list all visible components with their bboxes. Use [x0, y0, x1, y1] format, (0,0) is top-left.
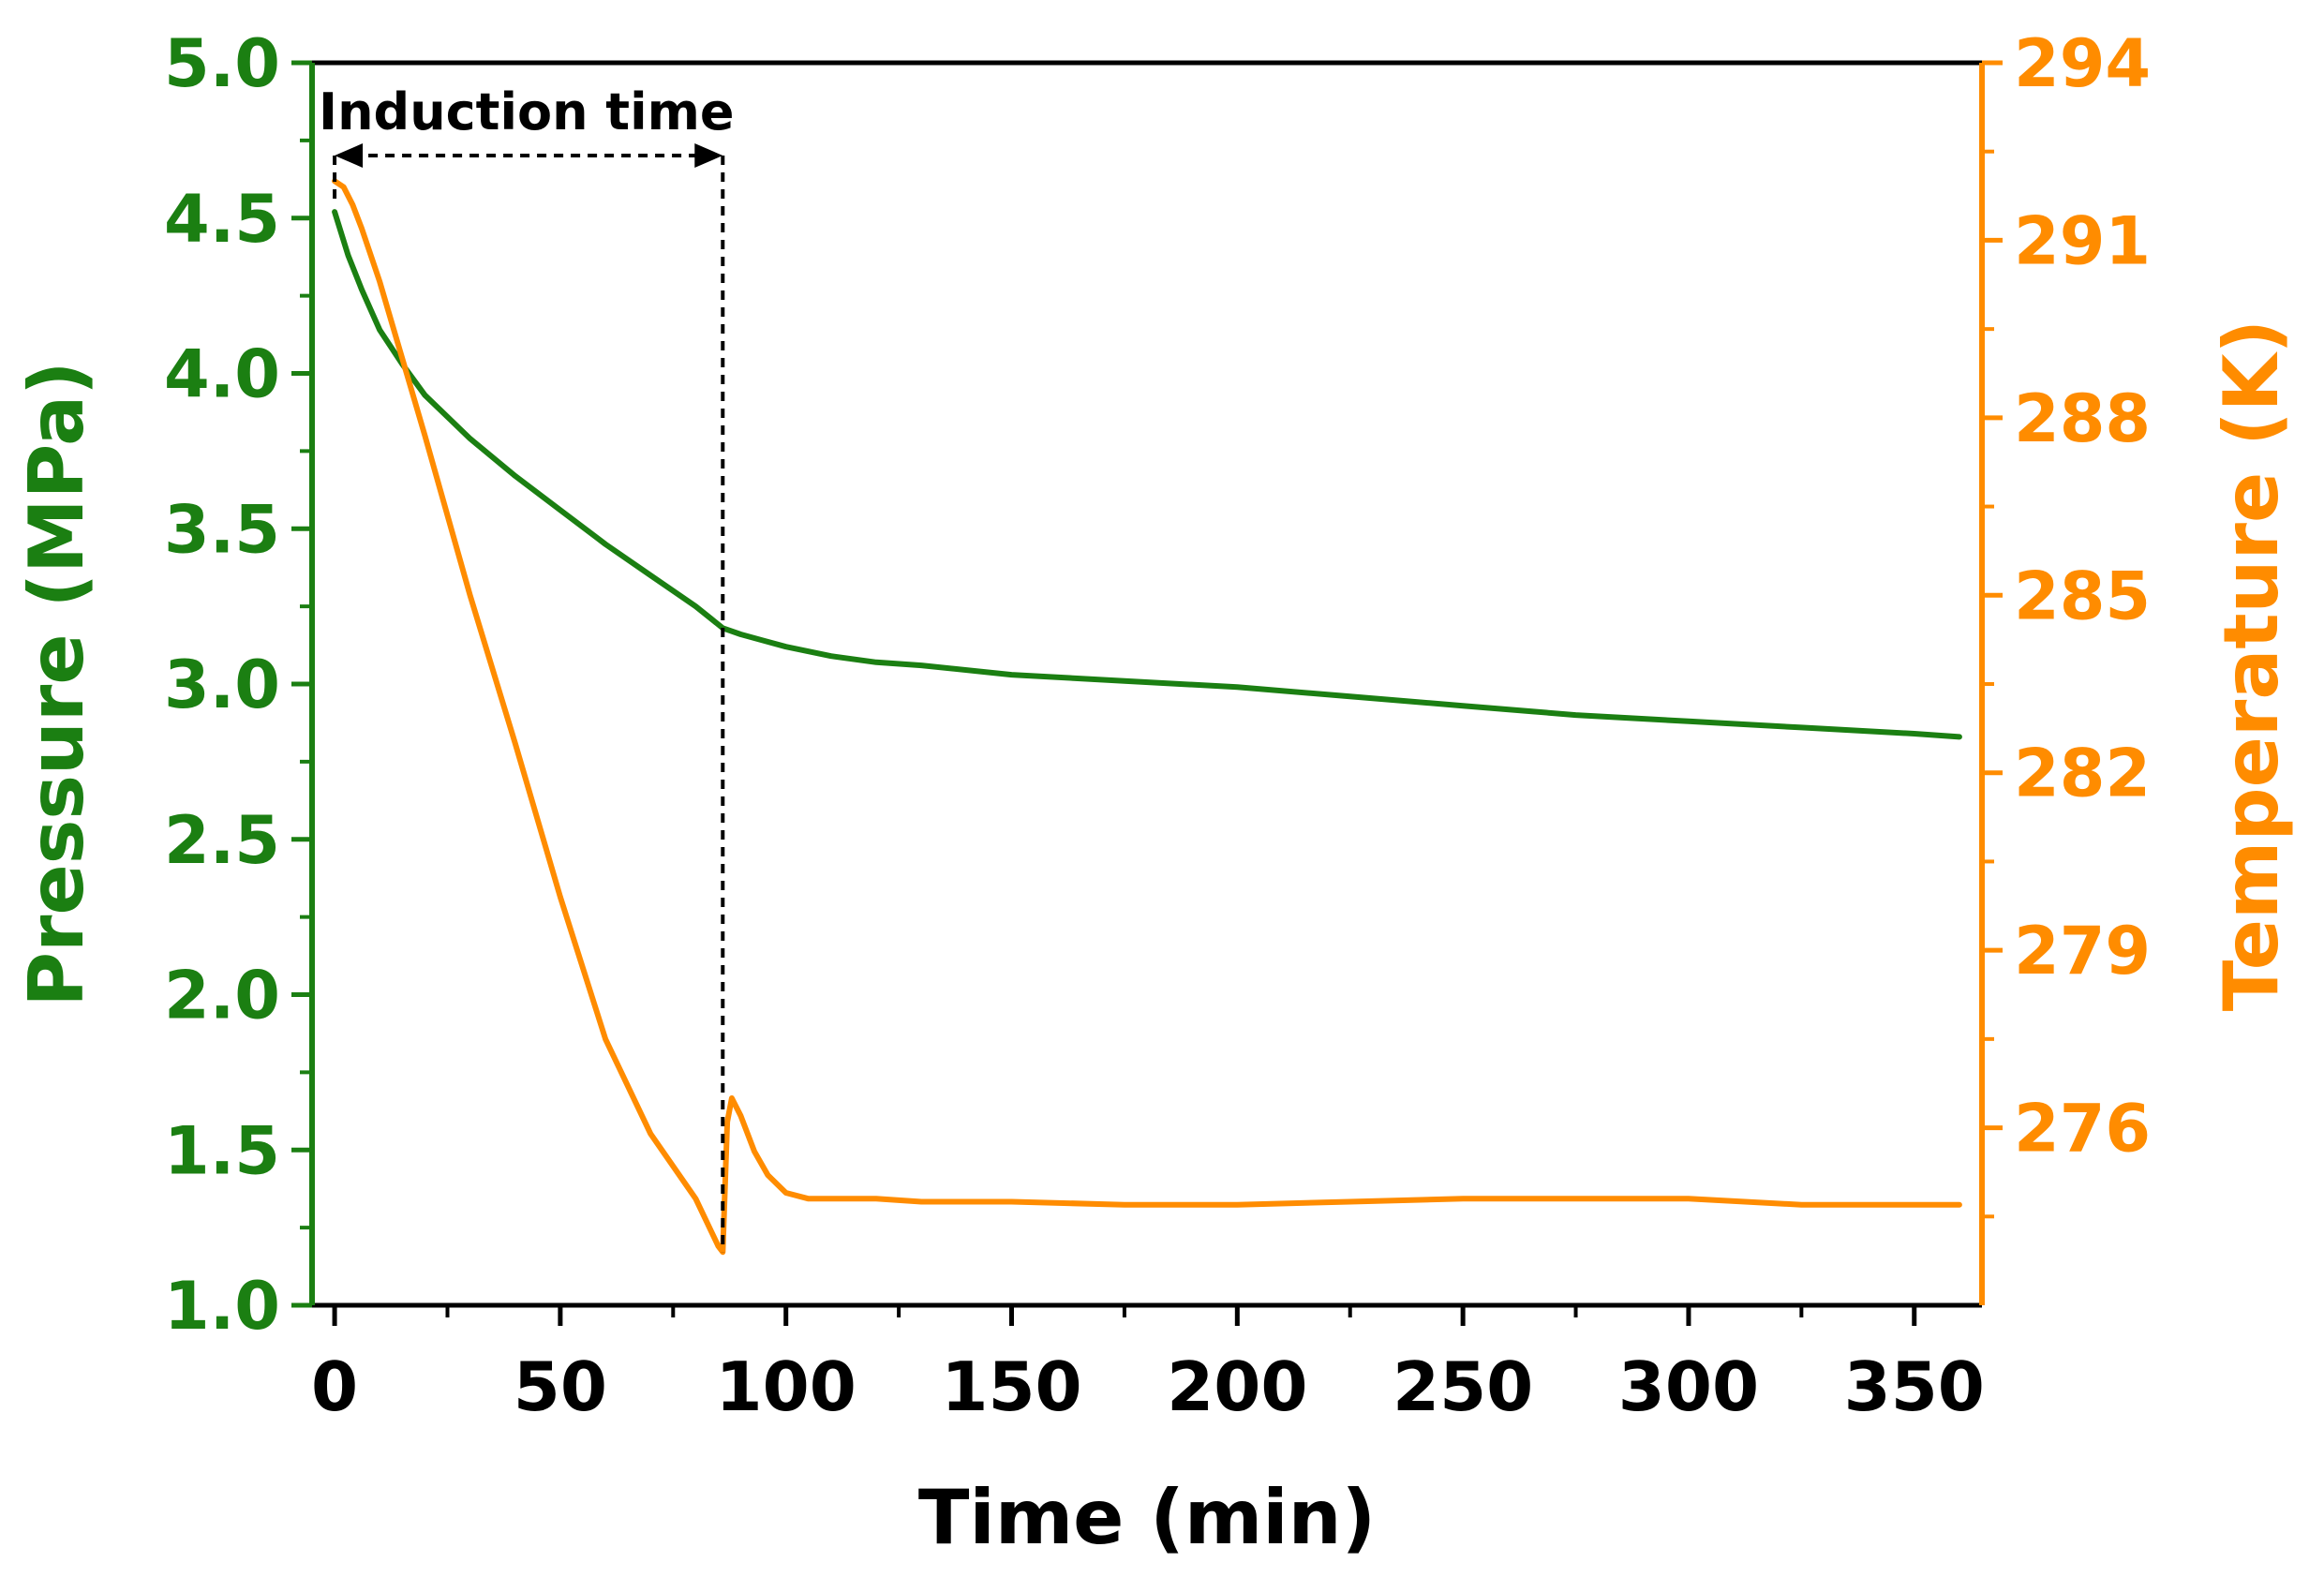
axes-layer — [291, 60, 2003, 1326]
temperature-series-line — [332, 178, 1962, 1256]
induction-arrow-head-right — [694, 143, 723, 168]
x-tick-label: 50 — [514, 1347, 607, 1426]
y2-axis-title: Temperature (K) — [2208, 320, 2295, 1011]
pressure-series-line — [332, 209, 1962, 740]
y-tick-label: 3.5 — [164, 491, 280, 568]
x-tick-label: 200 — [1167, 1347, 1307, 1426]
series-layer — [332, 178, 1962, 1256]
y2-tick-label: 282 — [2014, 736, 2151, 812]
x-tick-label: 350 — [1844, 1347, 1985, 1426]
x-tick-label: 100 — [716, 1347, 857, 1426]
y2-tick-label: 294 — [2014, 25, 2151, 102]
y2-tick-label: 279 — [2014, 913, 2151, 989]
y-tick-label: 5.0 — [164, 25, 280, 102]
x-tick-label: 300 — [1618, 1347, 1759, 1426]
y-tick-label: 4.0 — [164, 336, 280, 413]
y-axis-title: Pressure (MPa) — [13, 361, 100, 1006]
y-tick-label: 2.0 — [164, 958, 280, 1034]
x-tick-label: 0 — [311, 1347, 358, 1426]
y2-tick-label: 288 — [2014, 380, 2151, 457]
y2-tick-label: 291 — [2014, 202, 2151, 279]
x-axis-title: Time (min) — [918, 1474, 1376, 1561]
induction-arrow-head-left — [335, 143, 364, 168]
y2-tick-label: 285 — [2014, 558, 2151, 634]
induction-time-label: Induction time — [319, 82, 735, 141]
y-tick-label: 3.0 — [164, 647, 280, 723]
y-tick-label: 4.5 — [164, 181, 280, 258]
induction-time-annotation: Induction time — [319, 82, 735, 1253]
y-tick-label: 1.0 — [164, 1268, 280, 1345]
y2-tick-label: 276 — [2014, 1091, 2151, 1168]
x-tick-label: 250 — [1393, 1347, 1533, 1426]
tick-labels: 0 50 100 150 200 250 300 350 1.0 1.5 2.0 2.5 3.0 3.5 4… — [164, 25, 2151, 1426]
y-tick-label: 1.5 — [164, 1112, 280, 1189]
y-tick-label: 2.5 — [164, 802, 280, 879]
x-tick-label: 150 — [941, 1347, 1081, 1426]
